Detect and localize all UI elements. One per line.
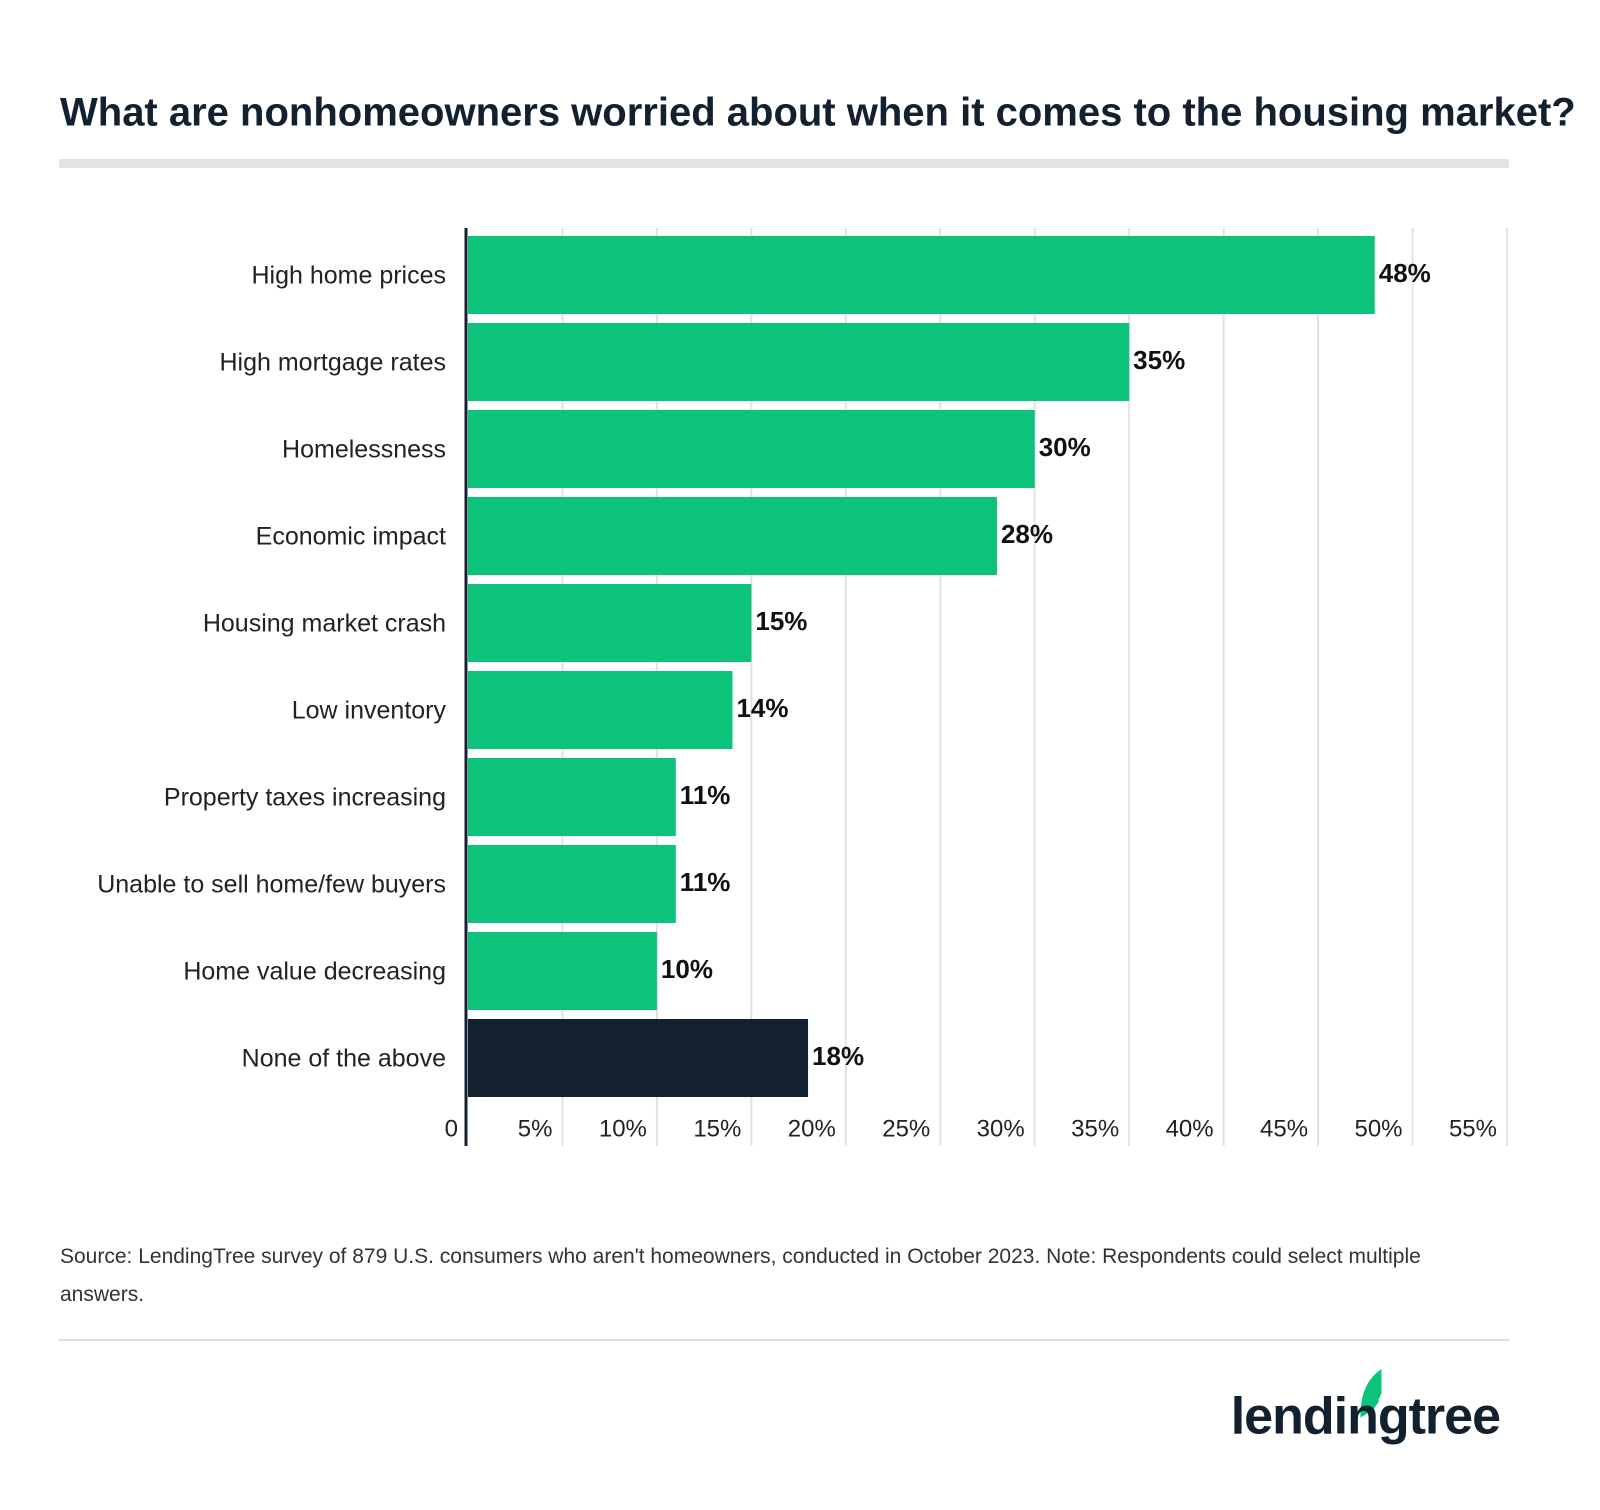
x-tick-label: 30% — [977, 1115, 1025, 1142]
y-tick-label: Economic impact — [256, 523, 446, 551]
bar — [468, 758, 676, 836]
plot: 0 5% 10% 15% 20% 25% 30% 35% 40% 45% 50% 55% High ho… — [97, 228, 1508, 1146]
value-label: 35% — [1133, 345, 1185, 375]
value-label: 18% — [812, 1041, 864, 1071]
x-tick-label: 55% — [1449, 1115, 1497, 1142]
value-label: 14% — [736, 693, 788, 723]
bar — [468, 236, 1375, 314]
value-label: 15% — [755, 606, 807, 636]
value-label: 28% — [1001, 519, 1053, 549]
bar — [468, 671, 733, 749]
x-tick-label: 20% — [788, 1115, 836, 1142]
title-rule — [59, 159, 1509, 168]
y-tick-label: None of the above — [242, 1045, 446, 1073]
y-tick-label: Low inventory — [292, 697, 447, 725]
y-tick-label: Unable to sell home/few buyers — [97, 871, 446, 899]
value-label: 10% — [661, 954, 713, 984]
y-tick-label: High mortgage rates — [219, 349, 446, 377]
y-tick-label: High home prices — [251, 262, 446, 290]
bar — [468, 497, 997, 575]
logo: lendingtree — [1231, 1388, 1500, 1446]
logo-leaf — [1360, 1368, 1382, 1418]
x-tick-label: 40% — [1166, 1115, 1214, 1142]
value-label: 48% — [1379, 258, 1431, 288]
bar — [468, 323, 1130, 401]
x-tick-label: 35% — [1071, 1115, 1119, 1142]
x-tick-label: 10% — [599, 1115, 647, 1142]
value-label: 11% — [680, 780, 731, 810]
bar — [468, 932, 657, 1010]
value-label: 11% — [680, 867, 731, 897]
value-label: 30% — [1039, 432, 1091, 462]
bar — [468, 845, 676, 923]
y-tick-label: Home value decreasing — [183, 958, 446, 986]
bar — [468, 1019, 809, 1097]
x-tick-label: 5% — [518, 1115, 553, 1142]
x-tick-label: 25% — [882, 1115, 930, 1142]
x-tick-label: 0 — [445, 1115, 458, 1142]
y-tick-label: Homelessness — [282, 436, 446, 464]
bar — [468, 410, 1035, 488]
y-tick-label: Housing market crash — [203, 610, 446, 638]
x-tick-label: 45% — [1260, 1115, 1308, 1142]
bar — [468, 584, 752, 662]
source-note: Source: LendingTree survey of 879 U.S. c… — [60, 1245, 1421, 1306]
x-tick-label: 15% — [693, 1115, 741, 1142]
x-tick-label: 50% — [1354, 1115, 1402, 1142]
y-tick-label: Property taxes increasing — [164, 784, 446, 812]
chart-title: What are nonhomeowners worried about whe… — [60, 91, 1576, 135]
